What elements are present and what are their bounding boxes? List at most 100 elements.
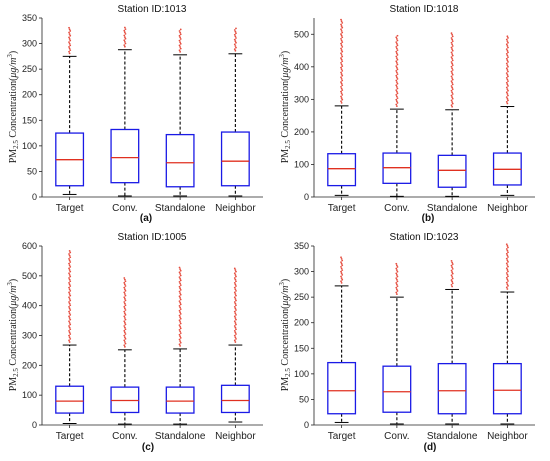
outlier-point: [340, 95, 342, 98]
outlier-point: [341, 69, 344, 72]
outlier-point: [506, 59, 509, 62]
outlier-point: [233, 272, 236, 275]
outlier-point: [505, 91, 508, 94]
outlier-point: [123, 326, 126, 329]
outlier-point: [507, 89, 509, 92]
outlier-point: [68, 301, 70, 303]
outlier-point: [68, 320, 70, 323]
outlier-point: [340, 34, 343, 37]
outlier-point: [451, 57, 454, 60]
outlier-point: [340, 90, 342, 93]
outlier-point: [340, 23, 342, 26]
outlier-point: [505, 43, 508, 46]
box-neighbor: [220, 267, 250, 423]
outlier-point: [178, 290, 181, 293]
outlier-point: [340, 25, 343, 27]
outlier-point: [178, 324, 181, 327]
outlier-point: [451, 73, 454, 76]
outlier-point: [179, 38, 182, 40]
outlier-point: [396, 58, 399, 61]
box-neighbor: [492, 35, 522, 196]
outlier-point: [179, 268, 182, 271]
outlier-point: [395, 286, 398, 289]
outlier-point: [340, 87, 343, 90]
outlier-point: [179, 303, 182, 306]
outlier-point: [179, 335, 182, 338]
outlier-point: [341, 79, 344, 82]
outlier-point: [395, 84, 398, 87]
outlier-point: [506, 73, 509, 76]
outlier-point: [124, 323, 127, 326]
outlier-point: [396, 68, 399, 71]
outlier-point: [235, 280, 237, 283]
outlier-point: [395, 79, 398, 82]
outlier-point: [395, 57, 398, 60]
box-target: [55, 249, 85, 425]
outlier-point: [69, 299, 72, 302]
outlier-point: [233, 277, 236, 279]
box-iqr: [382, 365, 412, 413]
outlier-point: [123, 336, 126, 339]
outlier-point: [68, 286, 70, 289]
box-iqr: [437, 362, 467, 415]
outlier-point: [68, 259, 71, 262]
outlier-point: [340, 47, 342, 50]
outlier-point: [233, 43, 236, 46]
outlier-point: [234, 326, 237, 329]
outlier-point: [235, 337, 237, 340]
outlier-point: [124, 318, 127, 321]
outlier-point: [179, 330, 182, 333]
outlier-point: [341, 55, 344, 58]
outlier-point: [68, 326, 71, 329]
outlier-point: [235, 270, 237, 273]
outlier-point: [450, 274, 453, 277]
outlier-point: [341, 26, 344, 29]
outlier-point: [506, 45, 509, 47]
outlier-point: [506, 69, 509, 71]
outlier-point: [340, 280, 342, 283]
box-conv: [110, 26, 140, 197]
outlier-point: [506, 64, 509, 67]
outlier-point: [341, 50, 344, 53]
outlier-point: [179, 316, 182, 319]
y-axis-label: PM2.5 Concentration(μg/m3): [6, 279, 20, 392]
outlier-point: [235, 46, 237, 49]
outlier-point: [505, 257, 508, 260]
outlier-point: [124, 33, 127, 35]
outlier-point: [69, 30, 72, 32]
outlier-point: [395, 282, 398, 284]
outlier-point: [235, 318, 237, 321]
outlier-point: [178, 343, 181, 346]
outlier-point: [451, 280, 454, 283]
y-tick-label: 0: [32, 420, 37, 430]
y-tick-label: 350: [22, 13, 37, 23]
outlier-point: [395, 103, 398, 106]
outlier-point: [505, 96, 508, 99]
outlier-point: [450, 85, 453, 87]
outlier-point: [123, 345, 126, 348]
outlier-point: [506, 264, 509, 266]
y-tick-label: 100: [294, 159, 309, 169]
outlier-point: [506, 268, 509, 271]
outlier-point: [507, 56, 509, 59]
outlier-point: [340, 77, 343, 80]
outlier-point: [235, 32, 237, 35]
outlier-point: [396, 73, 399, 76]
outlier-point: [123, 44, 126, 47]
outlier-point: [450, 283, 453, 286]
outlier-point: [123, 334, 126, 337]
outlier-point: [505, 57, 508, 60]
outlier-point: [341, 98, 344, 101]
outlier-point: [179, 317, 182, 320]
outlier-point: [178, 44, 181, 47]
outlier-point: [396, 285, 399, 288]
outlier-point: [505, 86, 508, 89]
outlier-point: [69, 256, 72, 259]
outlier-point: [68, 52, 71, 55]
outlier-point: [69, 285, 72, 287]
outlier-point: [179, 340, 182, 343]
outlier-point: [451, 263, 454, 265]
outlier-point: [340, 39, 343, 42]
outlier-point: [179, 36, 182, 39]
outlier-point: [123, 301, 126, 303]
